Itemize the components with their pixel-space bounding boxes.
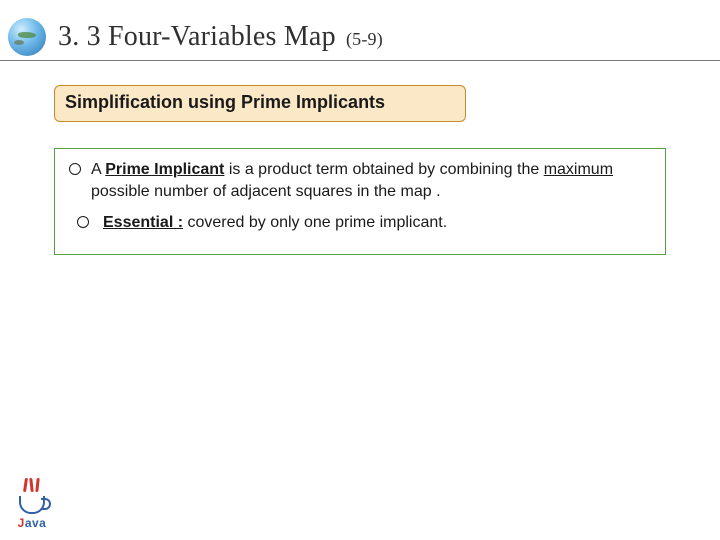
- text-fragment: is a product term obtained by combining …: [224, 161, 543, 178]
- title-sub: (5-9): [340, 29, 383, 49]
- logo-letters-ava: ava: [25, 516, 47, 530]
- bullet-icon: [69, 163, 81, 175]
- title-underline: [0, 60, 720, 61]
- definition-1-text: A Prime Implicant is a product term obta…: [91, 159, 651, 202]
- cup-icon: [19, 496, 45, 514]
- term-maximum: maximum: [544, 161, 613, 178]
- java-logo: Java: [10, 478, 54, 530]
- definition-2-text: Essential : covered by only one prime im…: [103, 212, 447, 234]
- subheading-text: Simplification using Prime Implicants: [65, 92, 455, 113]
- title-row: 3. 3 Four-Variables Map (5-9): [0, 18, 720, 56]
- text-fragment: A: [91, 161, 105, 178]
- slide: 3. 3 Four-Variables Map (5-9) Simplifica…: [0, 0, 720, 540]
- java-wordmark: Java: [10, 516, 54, 530]
- globe-icon: [8, 18, 46, 56]
- title-main: 3. 3 Four-Variables Map: [58, 21, 336, 52]
- steam-icon: [10, 478, 54, 494]
- definitions-box: A Prime Implicant is a product term obta…: [54, 148, 666, 255]
- logo-letter-j: J: [18, 516, 25, 530]
- term-essential: Essential :: [103, 214, 183, 231]
- bullet-icon: [77, 216, 89, 228]
- subheading-box: Simplification using Prime Implicants: [54, 85, 466, 122]
- text-fragment: possible number of adjacent squares in t…: [91, 183, 441, 200]
- definition-item-1: A Prime Implicant is a product term obta…: [69, 159, 651, 202]
- text-fragment: covered by only one prime implicant.: [183, 214, 447, 231]
- term-prime-implicant: Prime Implicant: [105, 161, 224, 178]
- definition-item-2: Essential : covered by only one prime im…: [69, 212, 651, 234]
- slide-title: 3. 3 Four-Variables Map (5-9): [58, 21, 383, 53]
